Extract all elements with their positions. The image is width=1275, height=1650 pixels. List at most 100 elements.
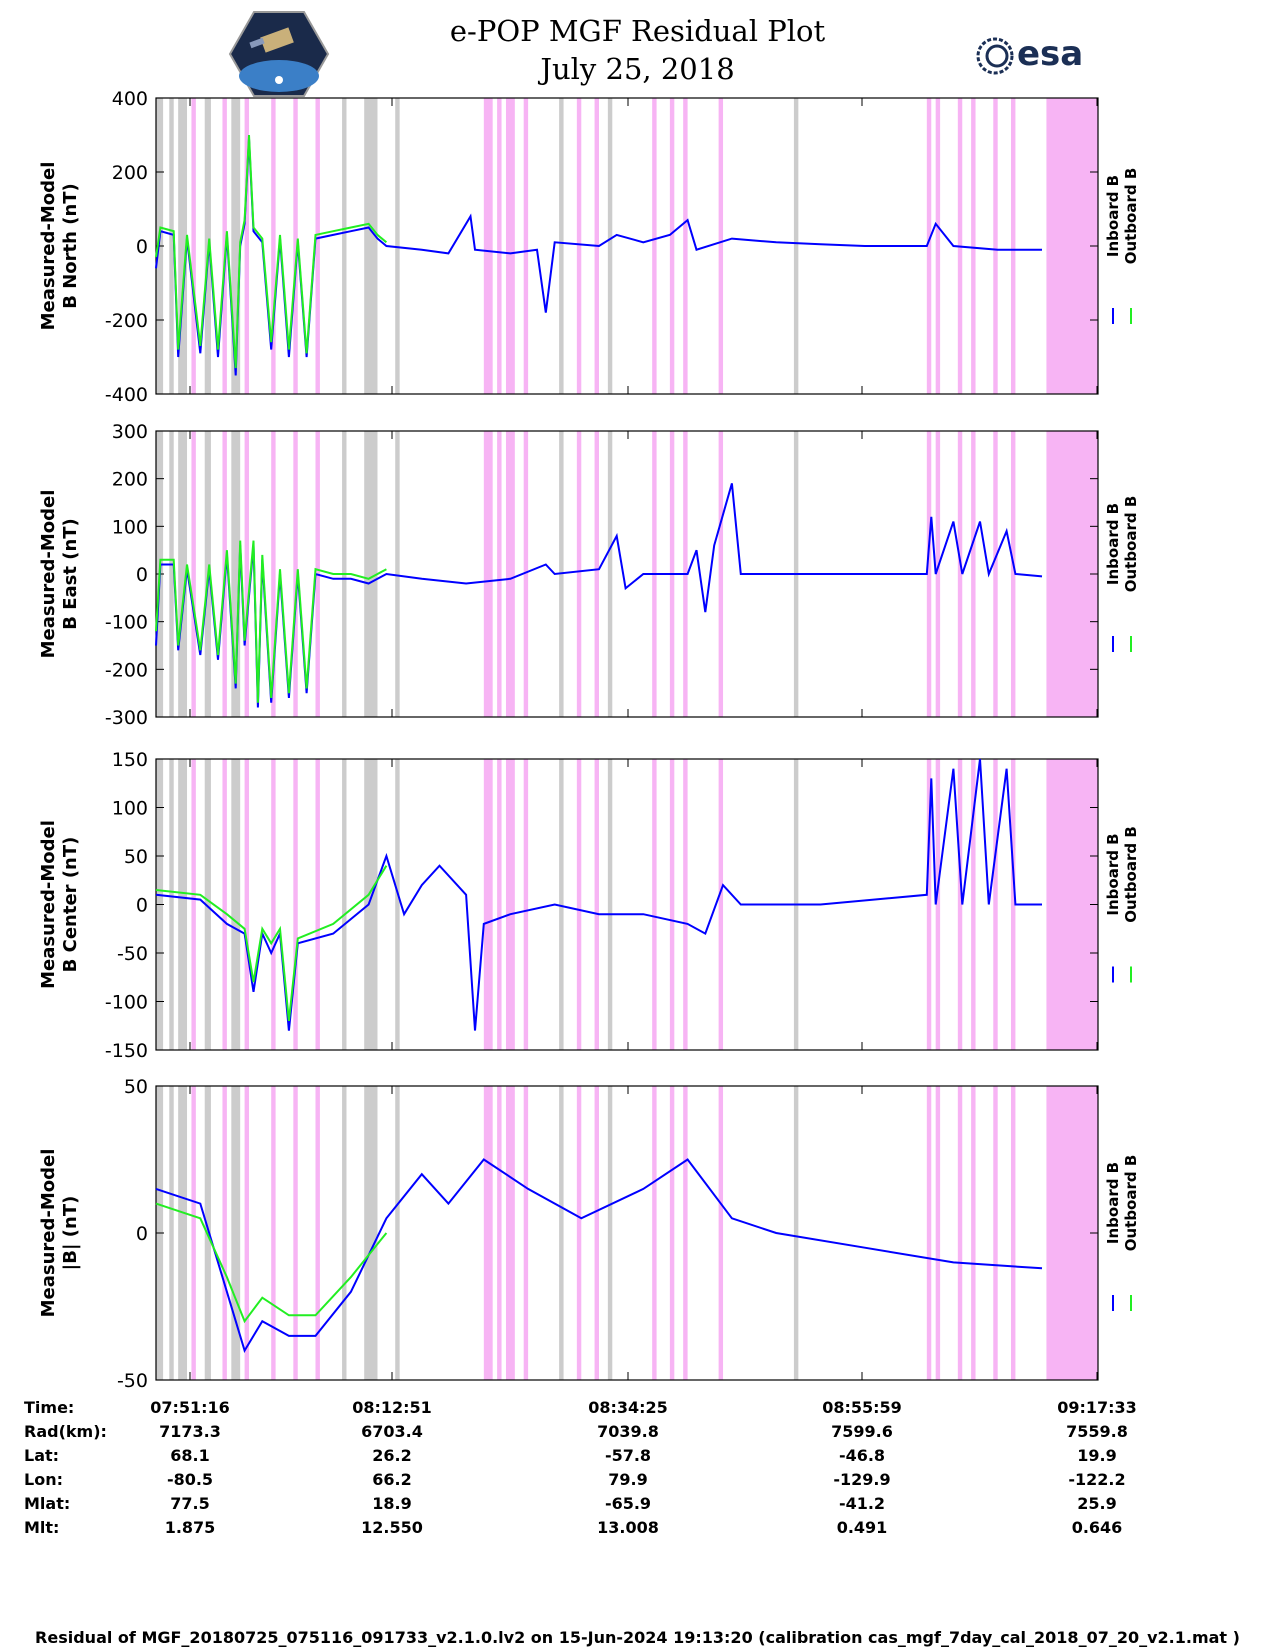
pink-band: [993, 759, 998, 1050]
pink-band: [505, 1086, 515, 1380]
legend-outboard-label: Outboard B: [1122, 1155, 1140, 1252]
table-cell-rad: 7039.8: [597, 1422, 659, 1441]
gray-band: [395, 759, 400, 1050]
pink-band: [683, 759, 688, 1050]
pink-band: [293, 759, 298, 1050]
table-cell-time: 08:12:51: [352, 1398, 432, 1417]
pink-band: [271, 98, 276, 394]
y-tick-label: 0: [136, 236, 148, 258]
esa-logo: esa: [975, 34, 1095, 78]
table-cell-mlat: -41.2: [838, 1494, 886, 1513]
table-cell-lon: 79.9: [608, 1470, 648, 1489]
inboard-series-line: [155, 1158, 1043, 1354]
y-tick-label: -100: [105, 612, 148, 634]
table-cell-lat: -46.8: [838, 1446, 886, 1465]
pink-band: [935, 1086, 941, 1380]
pink-band: [652, 98, 657, 394]
pink-band: [993, 98, 998, 394]
pink-band: [718, 98, 724, 394]
gray-band: [178, 759, 188, 1050]
outboard-series-line: [155, 1202, 388, 1324]
y-axis-label-line2: B North (nT): [60, 183, 81, 309]
legend-outboard-label: Outboard B: [1122, 168, 1140, 265]
pink-band: [523, 759, 529, 1050]
pink-band: [683, 1086, 688, 1380]
outboard-series-line: [155, 865, 388, 1022]
pink-band: [191, 1086, 196, 1380]
legend-inboard-label: Inboard B: [1104, 503, 1122, 585]
cassiope-logo: [228, 10, 330, 98]
table-cell-lat: 68.1: [170, 1446, 210, 1465]
pink-band: [669, 1086, 675, 1380]
pink-band: [1046, 98, 1098, 394]
gray-band: [231, 1086, 241, 1380]
y-tick-label: 0: [136, 1223, 148, 1245]
pink-band: [993, 1086, 998, 1380]
gray-band: [178, 98, 188, 394]
y-axis-label-line1: Measured-Model: [38, 820, 59, 989]
pink-band: [935, 759, 941, 1050]
pink-band: [505, 759, 515, 1050]
table-cell-time: 09:17:33: [1057, 1398, 1137, 1417]
legend-inboard-label: Inboard B: [1104, 175, 1122, 257]
y-tick-label: -50: [117, 1370, 148, 1392]
gray-band: [178, 1086, 188, 1380]
panel-3: 150 100 50 0 -50 -100 -150 Measured-Model B Cent…: [38, 749, 1140, 1062]
pink-band: [576, 98, 582, 394]
gray-band: [607, 1086, 613, 1380]
pink-band: [669, 759, 675, 1050]
y-tick-label: 100: [112, 798, 148, 820]
gray-band: [169, 431, 174, 717]
pink-band: [315, 1086, 320, 1380]
pink-band: [483, 759, 493, 1050]
gray-band: [169, 1086, 174, 1380]
pink-band: [669, 98, 675, 394]
table-cell-lat: -57.8: [604, 1446, 652, 1465]
pink-band: [926, 759, 932, 1050]
pink-band: [993, 431, 998, 717]
pink-band: [497, 98, 502, 394]
panel-2: 300 200 100 0 -100 -200 -300 Measured-Model B Ea…: [38, 421, 1140, 729]
pink-band: [971, 431, 976, 717]
gray-band: [793, 1086, 799, 1380]
pink-band: [483, 98, 493, 394]
y-tick-label: 100: [112, 516, 148, 538]
gray-band: [364, 431, 378, 717]
pink-band: [1010, 1086, 1016, 1380]
table-cell-mlt: 1.875: [164, 1518, 216, 1537]
pink-band: [523, 431, 529, 717]
gray-band: [395, 98, 400, 394]
table-cell-mlat: 77.5: [170, 1494, 210, 1513]
pink-band: [718, 1086, 724, 1380]
y-tick-label: 300: [112, 421, 148, 443]
pink-band: [191, 431, 196, 717]
table-cell-lon: 66.2: [372, 1470, 412, 1489]
gray-band: [342, 1086, 347, 1380]
esa-logo-text: esa: [1017, 34, 1084, 74]
table-cell-mlt: 0.646: [1071, 1518, 1123, 1537]
pink-band: [222, 98, 227, 394]
table-cell-mlt: 0.491: [836, 1518, 888, 1537]
pink-band: [483, 431, 493, 717]
pink-band: [718, 759, 724, 1050]
pink-band: [244, 759, 250, 1050]
pink-band: [957, 759, 963, 1050]
table-cell-lon: -122.2: [1068, 1470, 1126, 1489]
pink-band: [244, 431, 250, 717]
table-cell-rad: 7599.6: [831, 1422, 893, 1441]
table-cell-mlat: -65.9: [604, 1494, 652, 1513]
pink-band: [1046, 759, 1098, 1050]
table-cell-mlat: 18.9: [372, 1494, 412, 1513]
gray-band: [395, 431, 400, 717]
table-cell-lat: 26.2: [372, 1446, 412, 1465]
pink-band: [718, 431, 724, 717]
legend-outboard-label: Outboard B: [1122, 496, 1140, 593]
gray-band: [364, 1086, 378, 1380]
gray-band: [342, 759, 347, 1050]
gray-band: [169, 98, 174, 394]
y-axis-label-line1: Measured-Model: [38, 1149, 59, 1318]
pink-band: [926, 1086, 932, 1380]
pink-band: [957, 1086, 963, 1380]
table-cell-mlt: 12.550: [361, 1518, 423, 1537]
